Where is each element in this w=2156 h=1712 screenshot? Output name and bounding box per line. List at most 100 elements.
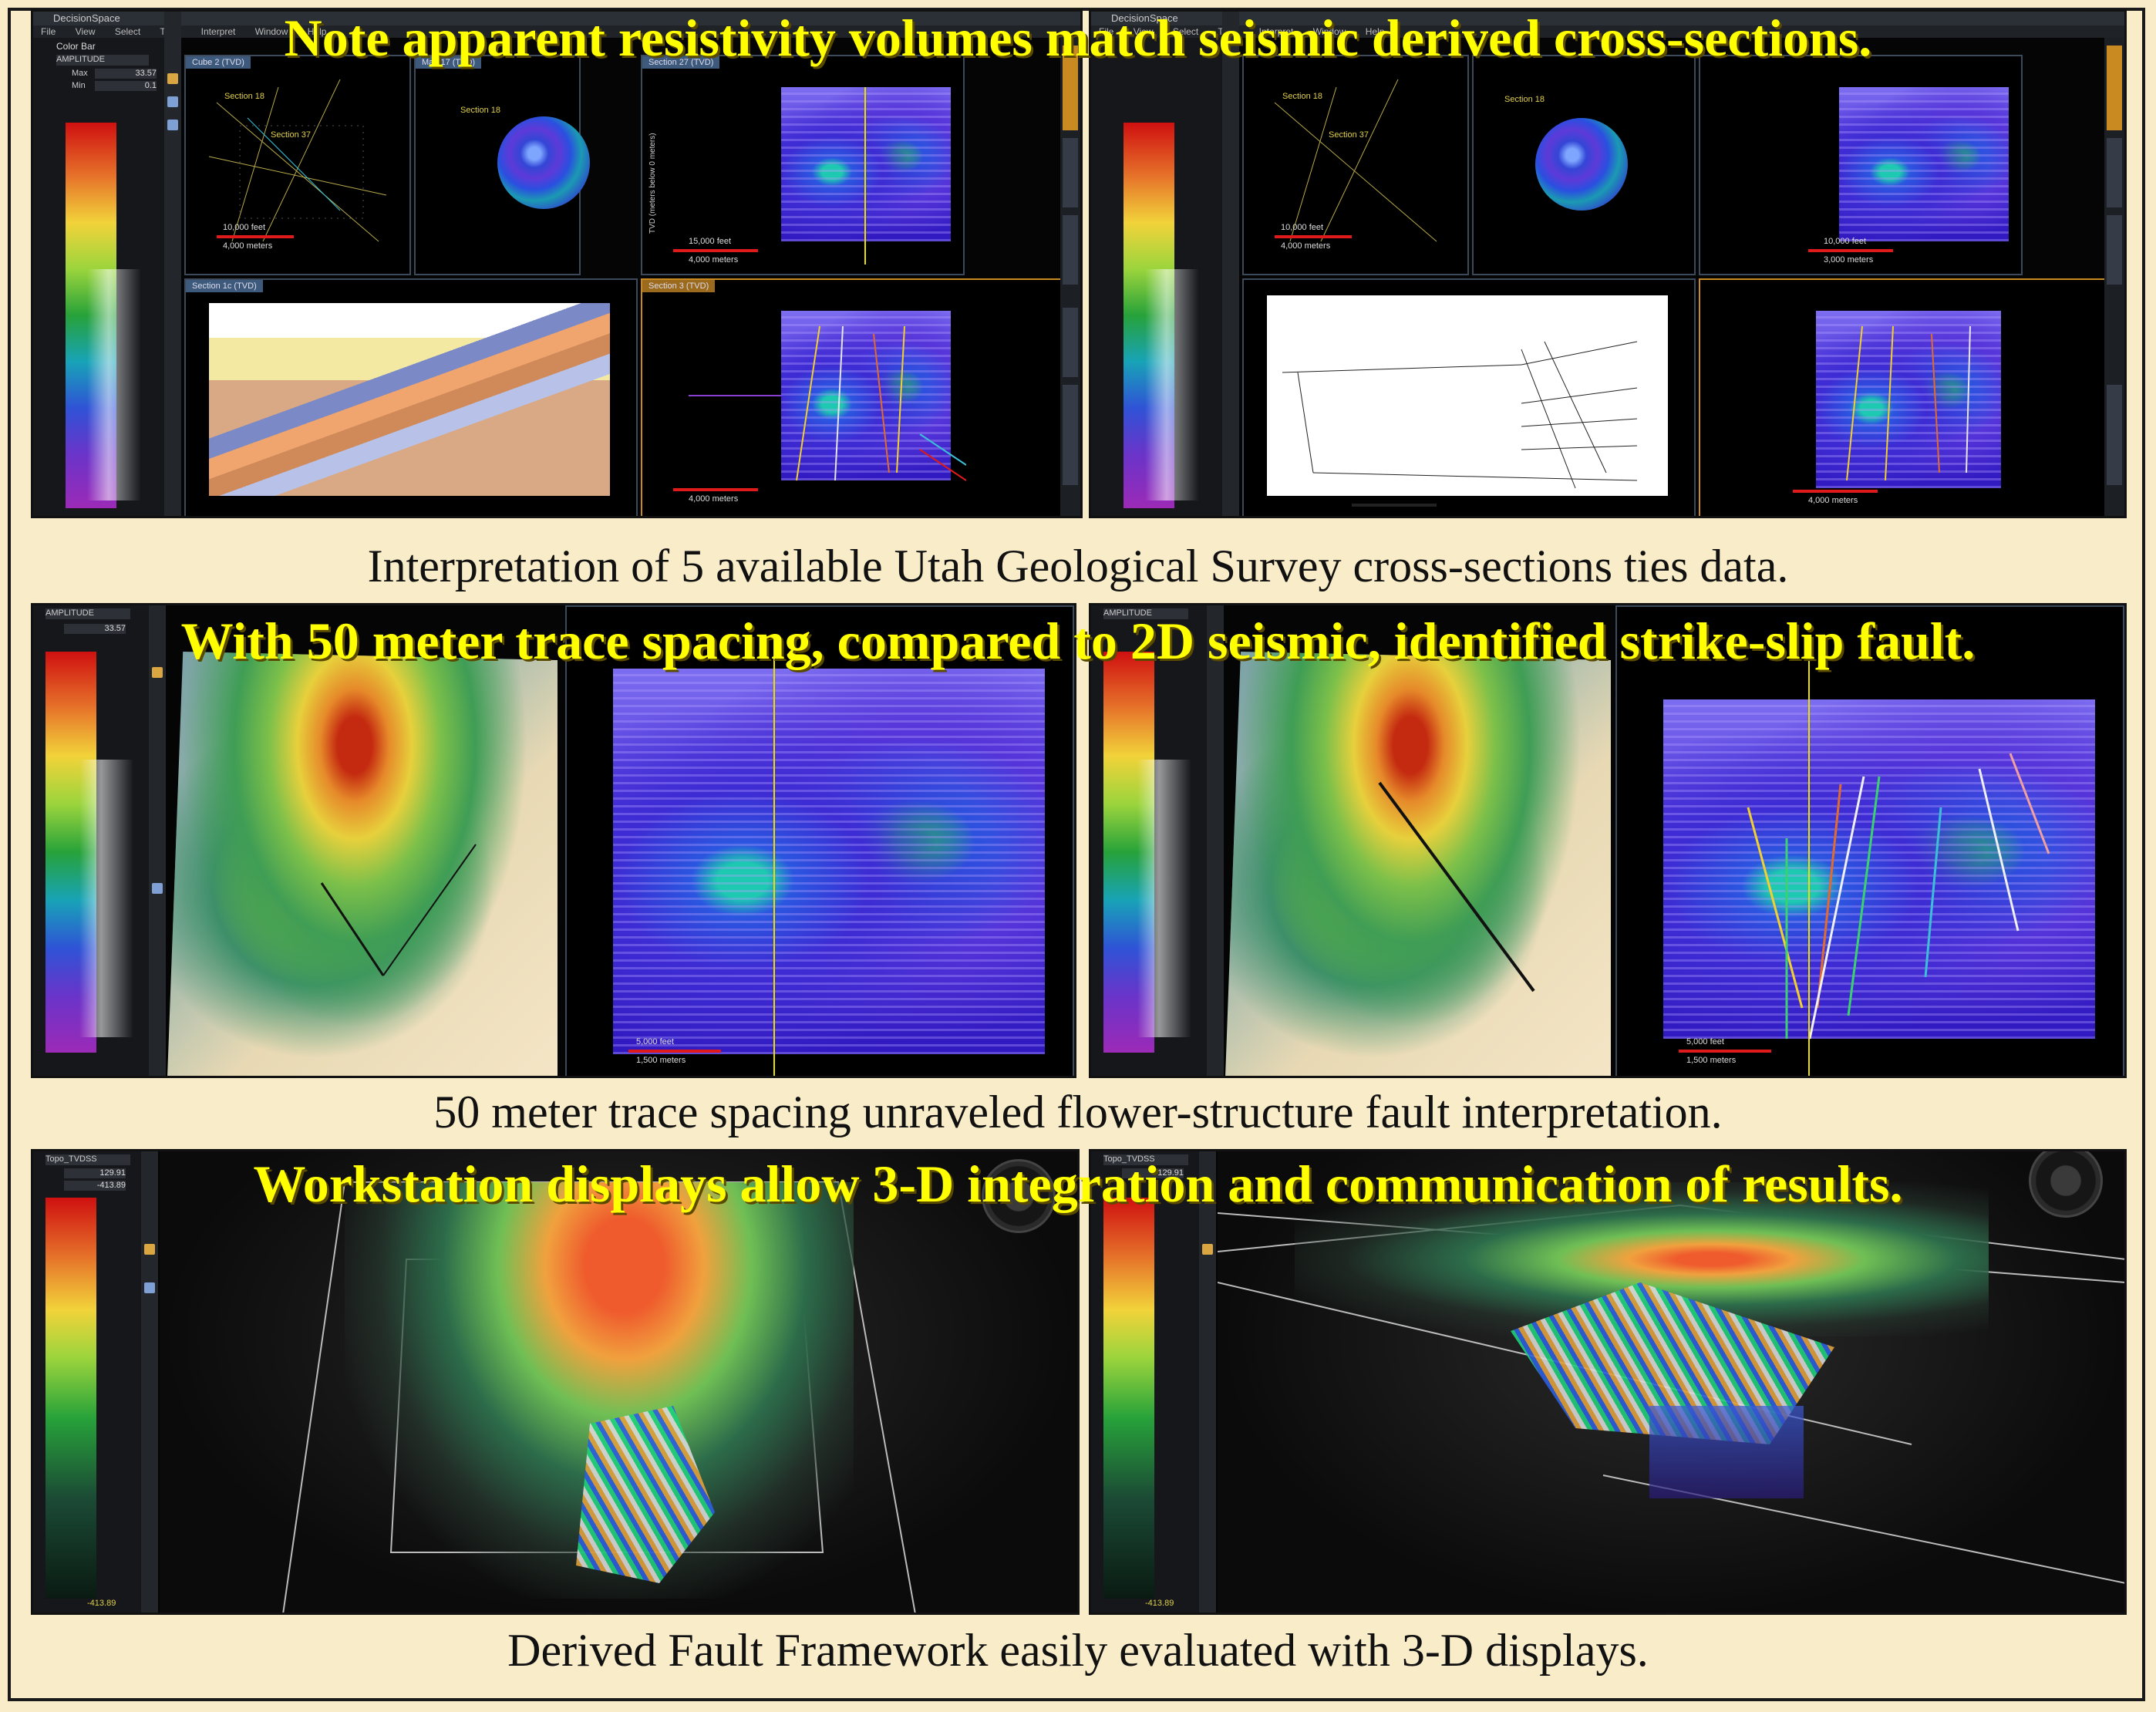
colorbar-panel: AMPLITUDE: [1091, 605, 1207, 1076]
zoom-tool-icon[interactable]: [167, 120, 178, 130]
tab-cube[interactable]: Cube 2 (TVD): [186, 56, 251, 69]
screenshot-row1-right: DecisionSpace File View Select Tools Int…: [1089, 9, 2127, 518]
bottom-value: -413.89: [1145, 1599, 1174, 1608]
scale-feet: 10,000 feet: [223, 223, 266, 232]
attribute-select[interactable]: AMPLITUDE: [56, 55, 149, 66]
bottom-value: -413.89: [87, 1599, 116, 1608]
sidebar-tab-project[interactable]: [2107, 215, 2122, 285]
attribute-select[interactable]: AMPLITUDE: [1103, 608, 1188, 619]
well-marker: [864, 87, 866, 265]
resistivity-map: [1535, 118, 1628, 211]
3d-viewport[interactable]: [160, 1151, 1077, 1613]
select-tool-icon[interactable]: [1202, 1244, 1213, 1255]
scale-bar: [673, 249, 758, 252]
menu-file[interactable]: File: [41, 26, 56, 37]
sidebar-tab-interpretation[interactable]: [2107, 45, 2122, 130]
section-label-18: Section 18: [224, 92, 264, 101]
sidebar-tab-project[interactable]: [1063, 215, 1078, 285]
seismic-section: [781, 87, 951, 241]
sidebar-tab-framework[interactable]: [1063, 385, 1078, 485]
toolbar-vertical: [1207, 605, 1224, 1076]
right-sidebar: [2104, 38, 2124, 516]
screenshot-row2-left: AMPLITUDE 33.57 5,000 feet 1,500 meters: [31, 603, 1076, 1078]
menu-window[interactable]: Window: [254, 26, 288, 37]
navigation-hud-icon[interactable]: [982, 1159, 1056, 1233]
seismic-section: [1839, 87, 2009, 241]
sidebar-tab-calculator[interactable]: [1063, 138, 1078, 207]
panel-seismic-2d[interactable]: 5,000 feet 1,500 meters: [1615, 605, 2124, 1076]
menu-view[interactable]: View: [1133, 26, 1154, 37]
sidebar-tab-interpretation[interactable]: [1063, 45, 1078, 130]
panel-section1c[interactable]: [1242, 278, 1696, 516]
panel-map[interactable]: Section 18: [1472, 55, 1696, 275]
tvd-axis-label: TVD (meters below 0 meters): [648, 133, 657, 234]
tab-section27[interactable]: Section 27 (TVD): [642, 56, 720, 69]
colorbar-panel: Color Bar AMPLITUDE Max 33.57 Min 0.1: [33, 38, 164, 516]
panel-section3[interactable]: Section 3 (TVD) 4,000 meters: [641, 278, 1073, 516]
sidebar-tab-analysis[interactable]: [1063, 308, 1078, 377]
select-tool-icon[interactable]: [152, 667, 163, 678]
navigation-hud-icon[interactable]: [2029, 1151, 2103, 1218]
menu-interpret[interactable]: Interpret: [1258, 26, 1294, 37]
max-field[interactable]: 33.57: [64, 624, 126, 634]
menu-file[interactable]: File: [1099, 26, 1114, 37]
scale-bar: [1679, 1050, 1771, 1053]
color-bar-gradient[interactable]: [45, 1198, 96, 1599]
pan-tool-icon[interactable]: [167, 96, 178, 107]
scale-feet: 5,000 feet: [1686, 1037, 1724, 1046]
min-label: Min: [72, 81, 86, 90]
view-tool-icon[interactable]: [144, 1282, 155, 1293]
toolbar-vertical: [1222, 12, 1239, 516]
panel-section27[interactable]: Section 27 (TVD) 15,000 feet 4,000 meter…: [641, 55, 965, 275]
attribute-select[interactable]: AMPLITUDE: [45, 608, 130, 619]
panel-cube[interactable]: 10,000 feet 4,000 meters Section 18 Sect…: [1242, 55, 1469, 275]
seismic-section-interpreted: [1663, 699, 2095, 1039]
colorbar-panel: Topo_TVDSS 129.91 -413.89 -413.89: [33, 1151, 141, 1613]
menu-select[interactable]: Select: [1172, 26, 1199, 37]
section-label-map: Section 18: [1504, 95, 1545, 104]
menu-window[interactable]: Window: [1312, 26, 1346, 37]
menu-select[interactable]: Select: [114, 26, 141, 37]
min-field[interactable]: 0.1: [95, 81, 157, 91]
colorbar-panel: Topo_TVDSS 129.91 -413.89: [1091, 1151, 1199, 1613]
tab-section3[interactable]: Section 3 (TVD): [642, 280, 716, 292]
panel-section27[interactable]: 10,000 feet 3,000 meters: [1699, 55, 2023, 275]
panel-cube[interactable]: Cube 2 (TVD) 10,000 feet 4,000 meters Se…: [184, 55, 411, 275]
amplitude-histogram: [87, 269, 141, 500]
tab-section1c[interactable]: Section 1c (TVD): [186, 280, 263, 292]
panel-section1c[interactable]: Section 1c (TVD): [184, 278, 638, 516]
screenshot-row1-left: DecisionSpace File View Select Tools Int…: [31, 9, 1083, 518]
scale-bar: [1793, 490, 1878, 493]
menu-help[interactable]: Help: [1365, 26, 1385, 37]
min-field[interactable]: -413.89: [64, 1181, 126, 1191]
max-field[interactable]: 129.91: [1122, 1168, 1184, 1178]
sidebar-tab-calculator[interactable]: [2107, 138, 2122, 207]
max-field[interactable]: 33.57: [95, 69, 157, 79]
colorbar-panel: AMPLITUDE 33.57: [33, 605, 149, 1076]
panel-map1[interactable]: Section 18: [414, 55, 638, 275]
select-tool-icon[interactable]: [167, 73, 178, 84]
panel-seismic-2d[interactable]: 5,000 feet 1,500 meters: [565, 605, 1074, 1076]
max-field[interactable]: 129.91: [64, 1168, 126, 1178]
scale-bar: [1808, 249, 1893, 252]
scale-meters: 4,000 meters: [689, 494, 739, 504]
colorbar-panel: [1091, 38, 1222, 516]
select-tool-icon[interactable]: [144, 1244, 155, 1255]
menu-interpret[interactable]: Interpret: [200, 26, 236, 37]
sidebar-tab-framework[interactable]: [2107, 385, 2122, 485]
menu-help[interactable]: Help: [307, 26, 327, 37]
color-bar-gradient[interactable]: [1103, 1198, 1154, 1599]
tab-map17[interactable]: Map 17 (TVD): [416, 56, 482, 69]
seismic-section: [613, 669, 1045, 1054]
menu-view[interactable]: View: [75, 26, 96, 37]
well-marker: [1808, 638, 1810, 1076]
section-label-18: Section 18: [1282, 92, 1322, 101]
layer-select[interactable]: Topo_TVDSS: [1103, 1154, 1188, 1165]
pan-tool-icon[interactable]: [152, 883, 163, 894]
scale-meters: 4,000 meters: [1281, 241, 1331, 251]
panel-section3[interactable]: 4,000 meters: [1699, 278, 2106, 516]
layer-select[interactable]: Topo_TVDSS: [45, 1154, 130, 1165]
scale-meters: 4,000 meters: [1808, 496, 1858, 505]
3d-viewport[interactable]: [1218, 1151, 2124, 1613]
headline-row2: With 50 meter trace spacing, compared to…: [180, 612, 1976, 670]
